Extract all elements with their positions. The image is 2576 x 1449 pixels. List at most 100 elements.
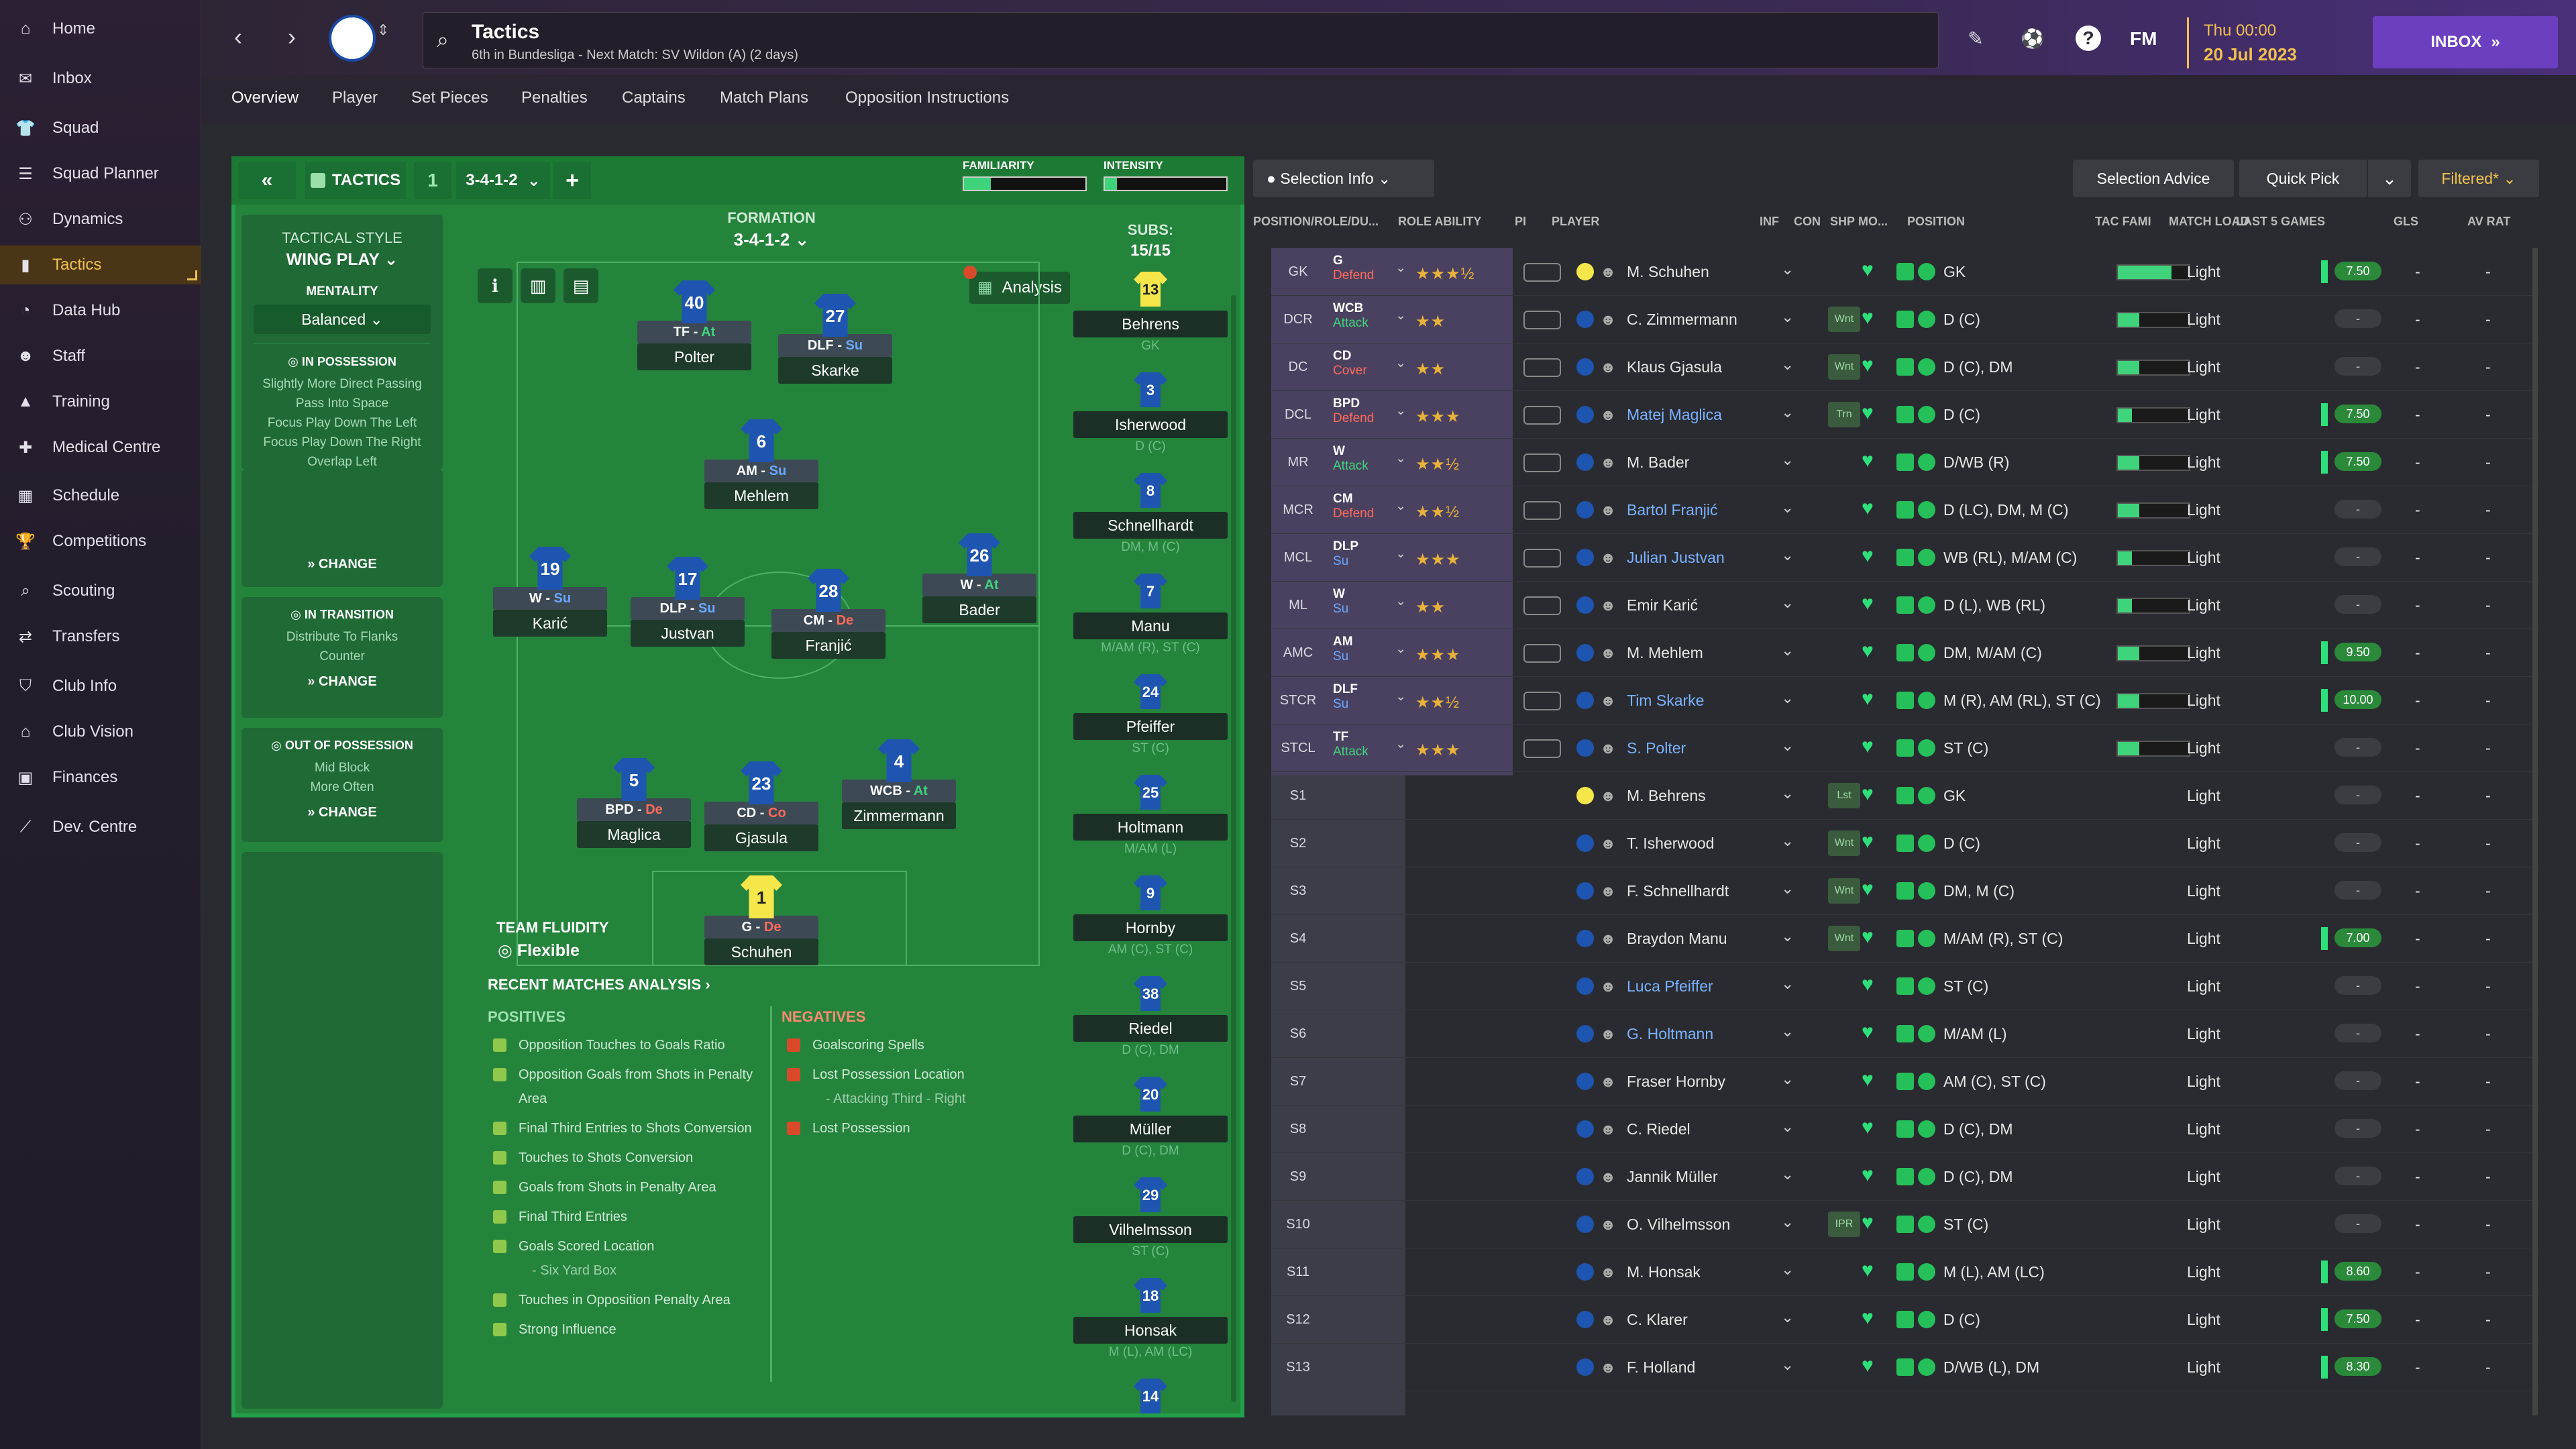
table-row[interactable]: STCR DLF Su ⌄ ★★½ ☻ Tim Skarke ⌄ ♥ M (R), AM (RL)… [1271, 677, 2539, 724]
in-possession-change-button[interactable]: » CHANGE [307, 557, 377, 572]
selection-info-select[interactable]: ● Selection Info ⌄ [1253, 160, 1434, 197]
player-name[interactable]: Tim Skarke [1627, 692, 1705, 709]
column-header[interactable]: MATCH LOAD [2169, 215, 2249, 228]
pi-icon[interactable] [1523, 596, 1561, 615]
role-select[interactable]: DLP - Su [631, 597, 745, 620]
role-select[interactable]: CD - Co [704, 802, 818, 824]
fm-logo[interactable]: FM [2130, 28, 2157, 49]
pi-icon[interactable] [1523, 263, 1561, 282]
pi-icon[interactable] [1523, 501, 1561, 520]
table-row[interactable]: ML W Su ⌄ ★★ ☻ Emir Karić ⌄ ♥ D (L), WB (RL) Light… [1271, 582, 2539, 629]
role-select[interactable]: CM - De [771, 609, 885, 632]
sub-name[interactable]: Müller [1073, 1116, 1228, 1142]
chevron-down-icon[interactable]: ⌄ [1781, 879, 1794, 897]
intensity-bar[interactable] [1104, 176, 1228, 191]
familiarity-bar[interactable] [963, 176, 1087, 191]
selection-advice-button[interactable]: Selection Advice [2073, 160, 2234, 197]
player-name[interactable]: C. Klarer [1627, 1311, 1688, 1328]
sidebar-item-schedule[interactable]: ▦ Schedule [0, 476, 201, 515]
pitch-player-mehlem[interactable]: 6 AM - Su Mehlem [704, 419, 818, 509]
tab-set-pieces[interactable]: Set Pieces [411, 89, 488, 107]
chevron-down-icon[interactable]: ⌄ [1781, 403, 1794, 421]
tab-penalties[interactable]: Penalties [521, 89, 588, 107]
forward-button[interactable]: › [288, 23, 296, 50]
player-name[interactable]: Karić [493, 610, 607, 637]
player-name[interactable]: Bartol Franjić [1627, 501, 1718, 519]
tab-match-plans[interactable]: Match Plans [720, 89, 809, 107]
column-header[interactable]: GLS [2394, 215, 2419, 228]
player-name[interactable]: M. Honsak [1627, 1263, 1701, 1281]
chevron-down-icon[interactable]: ⌄ [1781, 498, 1794, 516]
chevron-down-icon[interactable]: ⌄ [1781, 737, 1794, 754]
sidebar-item-medical-centre[interactable]: ✚ Medical Centre [0, 428, 201, 467]
column-header[interactable]: PLAYER [1552, 215, 1600, 228]
column-header[interactable]: ROLE ABILITY [1398, 215, 1482, 228]
role-select[interactable]: WCB - At [842, 780, 956, 802]
player-info-icon[interactable]: ℹ [478, 268, 513, 303]
pitch-player-skarke[interactable]: 27 DLF - Su Skarke [778, 294, 892, 384]
chevron-down-icon[interactable]: ⌄ [1781, 308, 1794, 325]
role-duty-select[interactable]: G Defend ⌄ [1325, 248, 1409, 296]
table-row[interactable]: S8 ☻ C. Riedel ⌄ ♥ D (C), DM Light - - - [1271, 1106, 2539, 1153]
sub-name[interactable]: Vilhelmsson [1073, 1216, 1228, 1243]
column-header[interactable]: LAST 5 GAMES [2236, 215, 2326, 228]
inbox-button[interactable]: INBOX » [2373, 16, 2558, 68]
tactical-style-select[interactable]: WING PLAY ⌄ [241, 250, 443, 270]
club-switch-icon[interactable]: ⇕ [377, 21, 390, 38]
table-row[interactable]: S5 ☻ Luca Pfeiffer ⌄ ♥ ST (C) Light - - - [1271, 963, 2539, 1010]
table-row[interactable]: S6 ☻ G. Holtmann ⌄ ♥ M/AM (L) Light - - - [1271, 1010, 2539, 1058]
player-name[interactable]: Polter [637, 343, 751, 370]
instructions-icon[interactable]: ▤ [564, 268, 598, 303]
column-header[interactable]: TAC FAMI [2095, 215, 2151, 228]
player-name[interactable]: Julian Justvan [1627, 549, 1725, 566]
chevron-down-icon[interactable]: ⌄ [1781, 975, 1794, 992]
player-name[interactable]: F. Holland [1627, 1358, 1696, 1376]
ball-icon[interactable]: ⚽ [2021, 28, 2045, 49]
sidebar-item-inbox[interactable]: ✉ Inbox [0, 59, 201, 98]
chart-icon[interactable]: ▥ [521, 268, 555, 303]
chevron-down-icon[interactable]: ⌄ [1781, 356, 1794, 373]
chevron-down-icon[interactable]: ⌄ [1781, 1022, 1794, 1040]
tactic-slot-1[interactable]: 1 [414, 162, 451, 199]
role-duty-select[interactable]: DLP Su ⌄ [1325, 534, 1409, 582]
pi-icon[interactable] [1523, 453, 1561, 472]
table-row[interactable]: S3 ☻ F. Schnellhardt ⌄ Wnt ♥ DM, M (C) Light - - - [1271, 867, 2539, 915]
sidebar-item-data-hub[interactable]: ◔ Data Hub [0, 291, 201, 330]
role-select[interactable]: G - De [704, 916, 818, 938]
table-row[interactable]: S9 ☻ Jannik Müller ⌄ ♥ D (C), DM Light - - - [1271, 1153, 2539, 1201]
player-name[interactable]: Gjasula [704, 824, 818, 851]
column-header[interactable]: POSITION [1907, 215, 1966, 228]
pi-icon[interactable] [1523, 739, 1561, 758]
role-select[interactable]: TF - At [637, 321, 751, 343]
pitch-player-maglica[interactable]: 5 BPD - De Maglica [577, 758, 691, 848]
player-name[interactable]: Klaus Gjasula [1627, 358, 1722, 376]
table-row[interactable]: MCL DLP Su ⌄ ★★★ ☻ Julian Justvan ⌄ ♥ WB (RL), M/… [1271, 534, 2539, 582]
sub-player[interactable]: 14 [1073, 1379, 1228, 1413]
filter-select[interactable]: Filtered* ⌄ [2418, 160, 2539, 197]
player-name[interactable]: Jannik Müller [1627, 1168, 1718, 1185]
pi-icon[interactable] [1523, 549, 1561, 568]
pitch-player-justvan[interactable]: 17 DLP - Su Justvan [631, 557, 745, 647]
sub-player[interactable]: 18 Honsak M (L), AM (LC) [1073, 1278, 1228, 1360]
role-duty-select[interactable]: TF Attack ⌄ [1325, 724, 1409, 772]
chevron-down-icon[interactable]: ⌄ [1781, 1308, 1794, 1326]
chevron-down-icon[interactable]: ⌄ [1781, 1260, 1794, 1278]
sub-name[interactable]: Behrens [1073, 311, 1228, 337]
player-name[interactable]: C. Zimmermann [1627, 311, 1737, 328]
role-duty-select[interactable]: CD Cover ⌄ [1325, 343, 1409, 391]
chevron-down-icon[interactable]: ⌄ [1781, 451, 1794, 468]
table-row[interactable]: STCL TF Attack ⌄ ★★★ ☻ S. Polter ⌄ ♥ ST (C) Light -… [1271, 724, 2539, 772]
sidebar-item-club-vision[interactable]: ⌂ Club Vision [0, 712, 201, 751]
table-row[interactable]: S7 ☻ Fraser Hornby ⌄ ♥ AM (C), ST (C) Light - - - [1271, 1058, 2539, 1106]
player-name[interactable]: Emir Karić [1627, 596, 1699, 614]
role-select[interactable]: W - Su [493, 587, 607, 610]
sub-player[interactable]: 9 Hornby AM (C), ST (C) [1073, 875, 1228, 957]
chevron-down-icon[interactable]: ⌄ [1781, 641, 1794, 659]
player-name[interactable]: C. Riedel [1627, 1120, 1690, 1138]
formation-select[interactable]: 3-4-1-2 ⌄ [456, 162, 550, 199]
player-name[interactable]: S. Polter [1627, 739, 1686, 757]
role-duty-select[interactable]: W Attack ⌄ [1325, 439, 1409, 486]
player-name[interactable]: M. Bader [1627, 453, 1690, 471]
sub-name[interactable]: Isherwood [1073, 411, 1228, 438]
player-name[interactable]: O. Vilhelmsson [1627, 1216, 1731, 1233]
